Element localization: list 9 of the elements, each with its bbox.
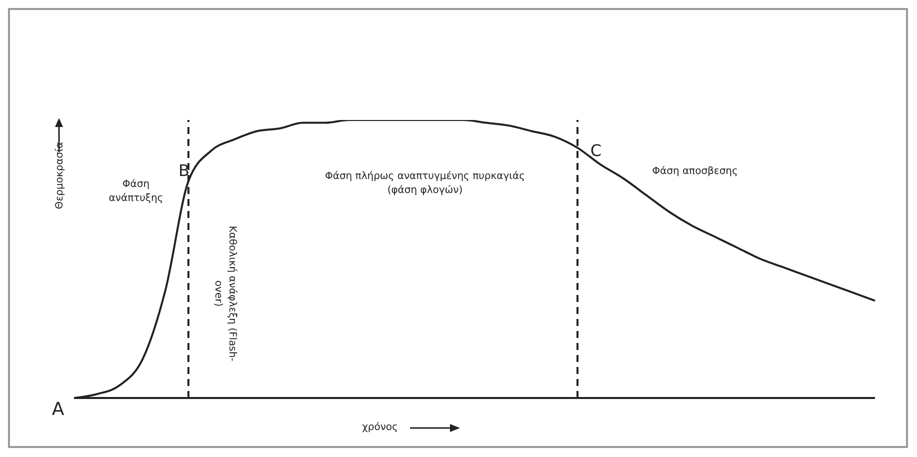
text: A bbox=[50, 398, 66, 422]
annotation: Φάση πλήρως αναπτυγμένης πυρκαγιάς (φάση φλογών) bbox=[324, 170, 526, 197]
annotation: C bbox=[589, 140, 603, 162]
annotation: Φάση ανάπτυξης bbox=[108, 178, 164, 205]
y-axis-title: Θερμοκρασία bbox=[54, 140, 66, 212]
annotation: Φάση αποσβεσης bbox=[651, 165, 739, 178]
annotation: Καθολική ανάφλεξη (Flash-over) bbox=[212, 224, 238, 364]
annotation: B bbox=[178, 160, 190, 182]
x-axis-title: χρόνος bbox=[361, 422, 399, 433]
